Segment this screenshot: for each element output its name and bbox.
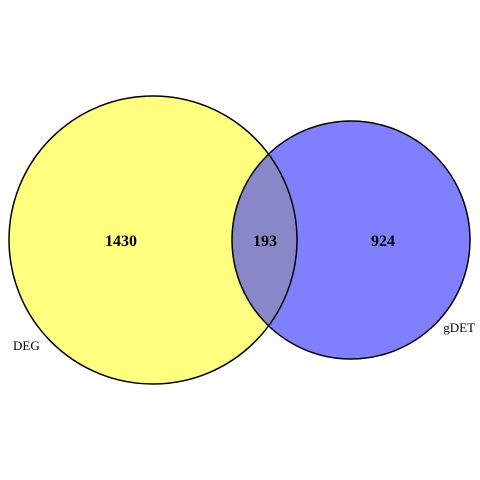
intersection-count: 193 <box>253 233 277 250</box>
gdet-only-count: 924 <box>371 233 395 250</box>
set-outline-deg <box>8 95 298 385</box>
set-circle-gdet <box>232 121 470 359</box>
deg-only-count: 1430 <box>105 233 137 250</box>
set-outline-gdet <box>231 120 471 360</box>
set-circle-deg <box>9 96 297 384</box>
set-label-deg: DEG <box>13 338 40 353</box>
set-label-gdet: gDET <box>443 320 475 335</box>
